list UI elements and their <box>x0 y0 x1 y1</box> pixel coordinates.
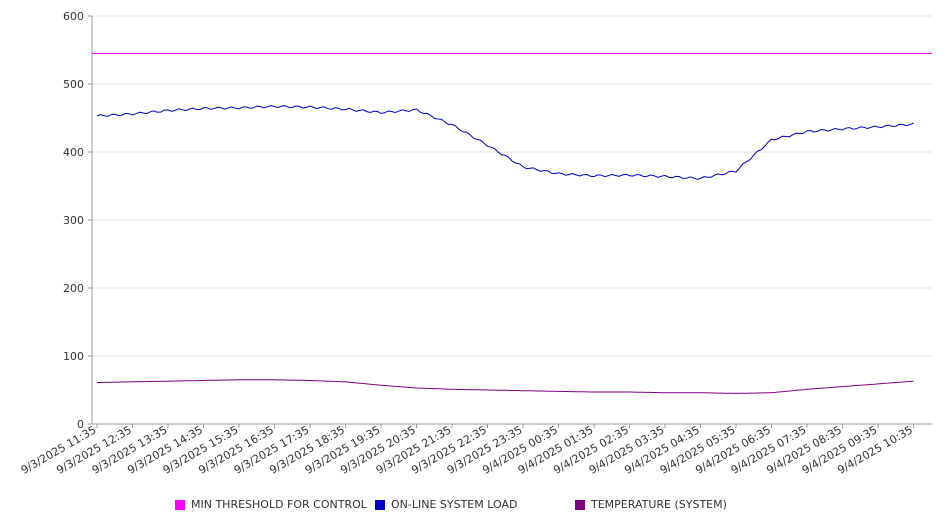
legend-label-temperature: TEMPERATURE (SYSTEM) <box>591 498 727 511</box>
y-tick-label: 600 <box>63 10 84 23</box>
series-lines <box>92 52 932 394</box>
legend-swatch-min-threshold <box>175 499 185 510</box>
legend: MIN THRESHOLD FOR CONTROL ON-LINE SYSTEM… <box>0 498 946 518</box>
legend-item-min-threshold[interactable]: MIN THRESHOLD FOR CONTROL <box>175 498 367 511</box>
y-tick-label: 300 <box>63 214 84 227</box>
y-tick-label: 0 <box>77 418 84 431</box>
legend-item-system-load[interactable]: ON-LINE SYSTEM LOAD <box>375 498 517 511</box>
series-line-temperature <box>97 379 914 394</box>
y-tick-label: 100 <box>63 350 84 363</box>
legend-label-system-load: ON-LINE SYSTEM LOAD <box>391 498 518 511</box>
legend-item-temperature[interactable]: TEMPERATURE (SYSTEM) <box>575 498 727 511</box>
x-tick-labels: 9/3/2025 11:359/3/2025 12:359/3/2025 13:… <box>19 423 915 477</box>
series-line-system-load <box>96 104 914 180</box>
legend-swatch-system-load <box>375 499 385 510</box>
y-tick-label: 200 <box>63 282 84 295</box>
axes <box>88 15 932 428</box>
legend-label-min-threshold: MIN THRESHOLD FOR CONTROL <box>191 498 367 511</box>
grid-lines <box>92 15 932 357</box>
legend-swatch-temperature <box>575 499 585 510</box>
y-tick-labels: 0 100 200 300 400 500 600 <box>63 10 84 431</box>
y-tick-label: 400 <box>63 146 84 159</box>
y-tick-label: 500 <box>63 78 84 91</box>
